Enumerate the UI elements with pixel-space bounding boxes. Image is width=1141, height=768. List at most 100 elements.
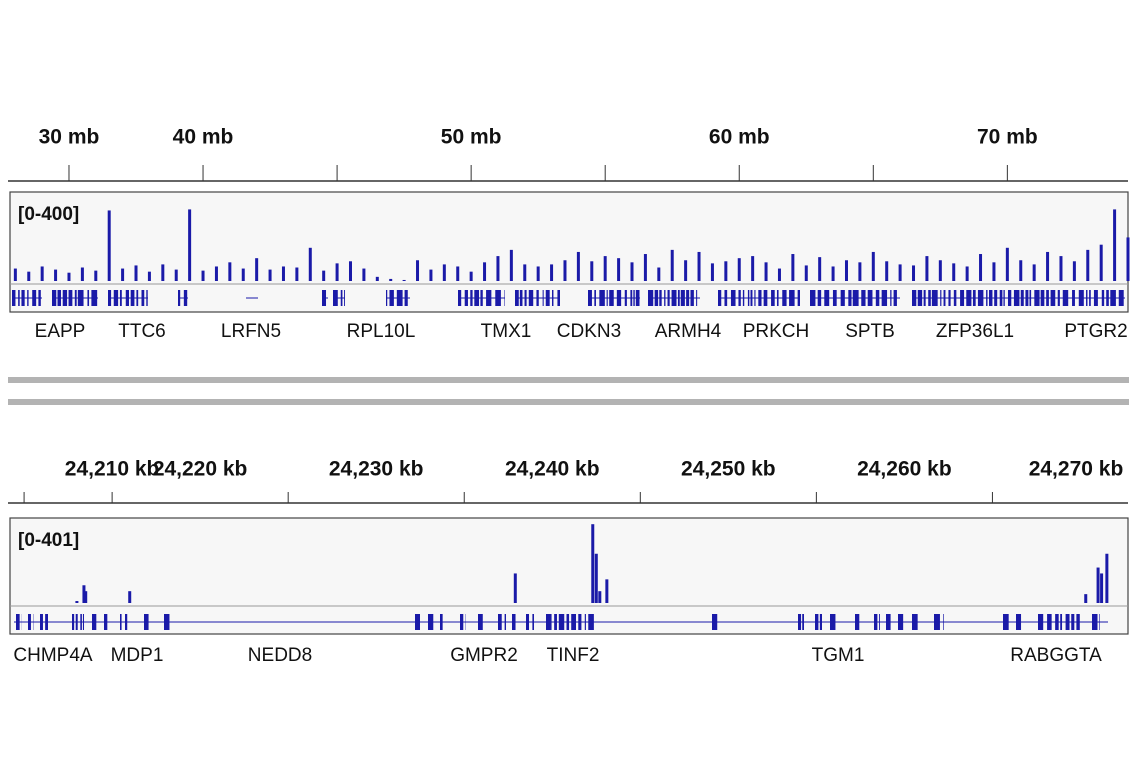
coverage-bar	[362, 268, 366, 281]
exon	[815, 614, 819, 630]
range-label: [0-400]	[18, 204, 79, 225]
coverage-bar	[1019, 260, 1023, 281]
exon	[62, 290, 68, 306]
coverage-bar	[214, 266, 218, 281]
exon	[931, 290, 938, 306]
exon	[817, 290, 822, 306]
exon	[1040, 290, 1045, 306]
exon	[599, 290, 605, 306]
exon	[557, 290, 560, 306]
coverage-bar	[1099, 244, 1103, 281]
coverage-bar	[1084, 594, 1088, 603]
coverage-bar	[322, 270, 326, 281]
coverage-bar	[965, 266, 969, 281]
exon	[340, 290, 343, 306]
exon	[588, 614, 594, 630]
gene-label: ZFP36L1	[936, 321, 1014, 342]
coverage-bar	[598, 591, 602, 603]
exon	[798, 614, 802, 630]
exon	[52, 290, 57, 306]
coverage-bar	[1100, 573, 1104, 603]
exon	[830, 614, 836, 630]
exon	[690, 290, 694, 306]
exon	[624, 290, 627, 306]
ruler-label: 30 mb	[39, 126, 100, 149]
exon	[855, 614, 860, 630]
coverage-bar	[630, 262, 634, 281]
exon	[1055, 614, 1059, 630]
ruler-label: 50 mb	[441, 126, 502, 149]
coverage-bar	[992, 262, 996, 281]
exon	[1050, 290, 1056, 306]
gene-label: PRKCH	[743, 321, 810, 342]
exon	[797, 290, 800, 306]
coverage-bar	[871, 251, 875, 281]
exon	[635, 290, 640, 306]
exon	[840, 290, 845, 306]
exon	[1060, 614, 1063, 630]
coverage-bar	[1126, 237, 1130, 281]
coverage-bar	[590, 261, 594, 281]
exon	[480, 290, 483, 306]
exon	[986, 290, 988, 306]
coverage-bar	[1105, 553, 1109, 603]
exon	[782, 290, 787, 306]
exon	[470, 290, 473, 306]
exon	[113, 290, 119, 306]
exon	[578, 614, 582, 630]
exon	[74, 290, 77, 306]
coverage-bar	[121, 268, 125, 281]
coverage-bar	[241, 268, 245, 281]
coverage-bar	[791, 254, 795, 281]
coverage-bar	[82, 585, 86, 603]
coverage-bar	[40, 266, 44, 281]
exon	[912, 290, 917, 306]
exon	[875, 290, 880, 306]
coverage-bar	[147, 271, 151, 281]
exon	[648, 290, 654, 306]
coverage-bar	[1096, 567, 1100, 603]
exon	[594, 290, 596, 306]
coverage-bar	[94, 270, 98, 281]
exon	[879, 614, 880, 630]
exon	[554, 614, 557, 630]
gene-label: PTGR2	[1064, 321, 1127, 342]
exon	[677, 290, 680, 306]
coverage-bar	[496, 256, 500, 281]
coverage-bar	[228, 262, 232, 281]
coverage-bar	[737, 258, 741, 281]
coverage-bar	[643, 254, 647, 281]
ruler-label: 40 mb	[173, 126, 234, 149]
exon	[389, 290, 394, 306]
exon	[1099, 614, 1100, 630]
coverage-bar	[201, 270, 205, 281]
exon	[977, 290, 984, 306]
exon	[940, 290, 942, 306]
exon	[1106, 290, 1109, 306]
exon	[934, 614, 940, 630]
coverage-bar	[617, 258, 621, 281]
exon	[87, 290, 90, 306]
coverage-bar	[563, 260, 567, 281]
exon	[948, 290, 951, 306]
exon	[1118, 290, 1124, 306]
coverage-bar	[594, 553, 598, 603]
exon	[1101, 290, 1105, 306]
exon	[1007, 290, 1012, 306]
exon	[1003, 290, 1005, 306]
exon	[1092, 614, 1098, 630]
ruler-label: 24,240 kb	[505, 458, 600, 481]
gene-label: RABGGTA	[1010, 645, 1102, 666]
separator	[8, 399, 1129, 405]
coverage-bar	[442, 264, 446, 281]
exon	[164, 614, 170, 630]
exon	[460, 614, 464, 630]
exon	[141, 290, 145, 306]
coverage-bar	[80, 267, 84, 281]
exon	[609, 290, 614, 306]
gene-label: RPL10L	[347, 321, 416, 342]
exon	[144, 614, 149, 630]
exon	[696, 290, 698, 306]
exon	[104, 614, 108, 630]
